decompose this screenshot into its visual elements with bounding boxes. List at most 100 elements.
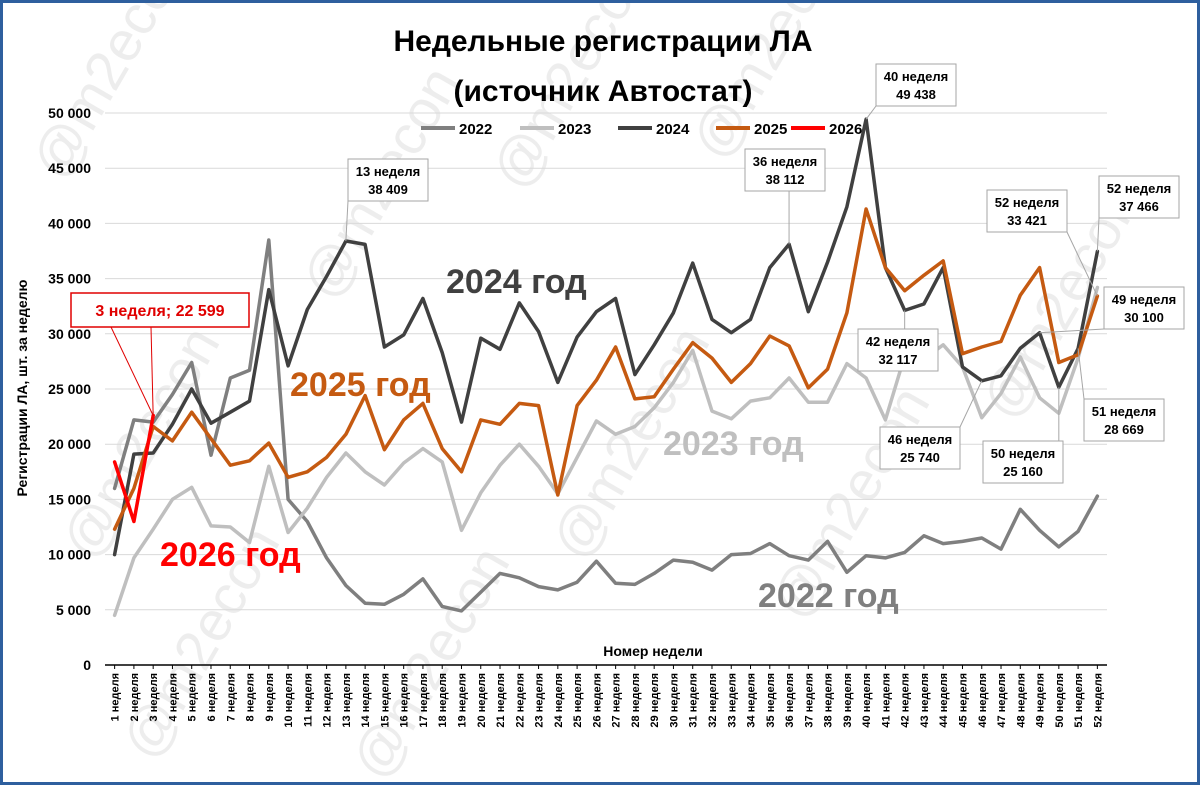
x-tick-label: 8 неделя [245, 673, 257, 721]
callout-value: 33 421 [1007, 213, 1047, 228]
x-tick-label: 17 неделя [418, 673, 430, 728]
callout-week: 52 неделя [1107, 181, 1171, 196]
x-tick-label: 34 неделя [746, 673, 758, 728]
x-tick-label: 26 неделя [591, 673, 603, 728]
x-tick-label: 33 неделя [726, 673, 738, 728]
x-tick-label: 48 неделя [1015, 673, 1027, 728]
red-callout-text: 3 неделя; 22 599 [95, 303, 224, 320]
series-line-2025 [112, 207, 1100, 531]
x-tick-label: 40 неделя [861, 673, 873, 728]
x-tick-label: 32 неделя [707, 673, 719, 728]
x-tick-label: 49 неделя [1035, 673, 1047, 728]
callout-leader [345, 200, 349, 241]
x-tick-label: 18 неделя [437, 673, 449, 728]
chart-title: Недельные регистрации ЛА (источник Автос… [393, 25, 812, 108]
x-tick-label: 37 неделя [803, 673, 815, 728]
x-tick-label: 5 неделя [187, 673, 199, 721]
x-tick-label: 47 неделя [996, 673, 1008, 728]
y-tick-label: 5 000 [56, 602, 91, 618]
watermark-text: @m2econ [19, 3, 202, 189]
callout-box [986, 189, 1068, 233]
x-tick-label: 52 неделя [1092, 673, 1104, 728]
callout-box [1098, 175, 1180, 219]
callout-value: 38 112 [765, 172, 804, 187]
chart-title-line-1: Недельные регистрации ЛА [393, 25, 812, 58]
y-tick-label: 25 000 [48, 381, 91, 397]
y-tick-label: 0 [83, 657, 91, 673]
series-line-2026 [112, 413, 155, 524]
legend-label-2024: 2024 [656, 121, 690, 138]
callout-leader [959, 380, 983, 428]
x-tick-label: 39 неделя [842, 673, 854, 728]
x-tick-label: 38 неделя [823, 673, 835, 728]
callout-week: 51 неделя [1092, 404, 1156, 419]
callout-value: 28 669 [1104, 422, 1144, 437]
x-tick-label: 3 неделя [148, 673, 160, 721]
x-tick-label: 20 неделя [476, 673, 488, 728]
x-tick-label: 27 неделя [611, 673, 623, 728]
year-label: 2022 год [758, 577, 899, 615]
y-tick-label: 10 000 [48, 547, 91, 563]
callout-week: 13 неделя [356, 164, 420, 179]
callout-value: 37 466 [1119, 199, 1159, 214]
x-tick-label: 43 неделя [919, 673, 931, 728]
y-tick-label: 15 000 [48, 491, 91, 507]
callout-box [744, 148, 826, 192]
callout-leader [1066, 231, 1098, 297]
callout-week: 50 неделя [991, 446, 1055, 461]
callout-box [1083, 398, 1165, 442]
callout-value: 49 438 [896, 87, 936, 102]
legend-label-2025: 2025 [754, 121, 787, 138]
x-tick-label: 9 неделя [264, 673, 276, 721]
callout-box [879, 426, 961, 470]
callout-leader [1039, 328, 1105, 334]
x-tick-label: 16 неделя [399, 673, 411, 728]
year-label: 2026 год [160, 536, 301, 574]
callout-value: 38 409 [368, 182, 408, 197]
x-tick-label: 29 неделя [649, 673, 661, 728]
legend-label-2023: 2023 [558, 121, 591, 138]
callout-value: 32 117 [878, 352, 917, 367]
x-tick-label: 41 неделя [880, 673, 892, 728]
year-label: 2025 год [290, 366, 431, 404]
callout-layer: 13 неделя 38 409 36 неделя 38 112 40 неделя 4… [70, 63, 1185, 484]
x-tick-label: 6 неделя [206, 673, 218, 721]
red-callout-leader [150, 326, 154, 416]
x-tick-label: 19 неделя [456, 673, 468, 728]
x-tick-label: 13 неделя [341, 673, 353, 728]
x-tick-label: 10 неделя [283, 673, 295, 728]
x-tick-label: 22 неделя [514, 673, 526, 728]
callout-box [875, 63, 957, 107]
callout-week: 49 неделя [1112, 292, 1176, 307]
watermark-text: @m2econ [339, 536, 522, 782]
callout-box [347, 158, 429, 202]
x-tick-label: 4 неделя [167, 673, 179, 721]
x-tick-label: 30 неделя [668, 673, 680, 728]
x-axis: 1 неделя 2 неделя 3 неделя 4 неделя 5 неделя… [110, 665, 1104, 728]
chart-title-line-2: (источник Автостат) [453, 75, 752, 108]
callout-box [1103, 286, 1185, 330]
legend-label-2026: 2026 [829, 121, 862, 138]
y-axis-label: Регистрации ЛА, шт. за неделю [14, 280, 30, 497]
y-tick-label: 40 000 [48, 215, 91, 231]
y-tick-label: 20 000 [48, 436, 91, 452]
red-callout-box [70, 292, 250, 328]
callout-value: 25 740 [900, 450, 940, 465]
red-callout-leader [110, 326, 154, 416]
x-tick-label: 14 неделя [360, 673, 372, 728]
x-tick-label: 7 неделя [225, 673, 237, 721]
callout-week: 40 неделя [884, 69, 948, 84]
x-tick-label: 35 неделя [765, 673, 777, 728]
callout-leader [1096, 217, 1100, 252]
x-tick-label: 42 неделя [900, 673, 912, 728]
callout-value: 25 160 [1003, 464, 1043, 479]
callout-week: 46 неделя [888, 432, 952, 447]
x-tick-label: 25 неделя [572, 673, 584, 728]
year-label-layer: 2024 год 2025 год 2023 год 2022 год 2026 год [160, 263, 899, 615]
callout-value: 30 100 [1124, 310, 1164, 325]
y-tick-label: 50 000 [48, 105, 91, 121]
year-label: 2023 год [663, 425, 804, 463]
y-axis: 0 5 000 10 000 15 000 20 000 25 000 30 000 35 0… [48, 105, 91, 673]
x-tick-label: 21 неделя [495, 673, 507, 728]
